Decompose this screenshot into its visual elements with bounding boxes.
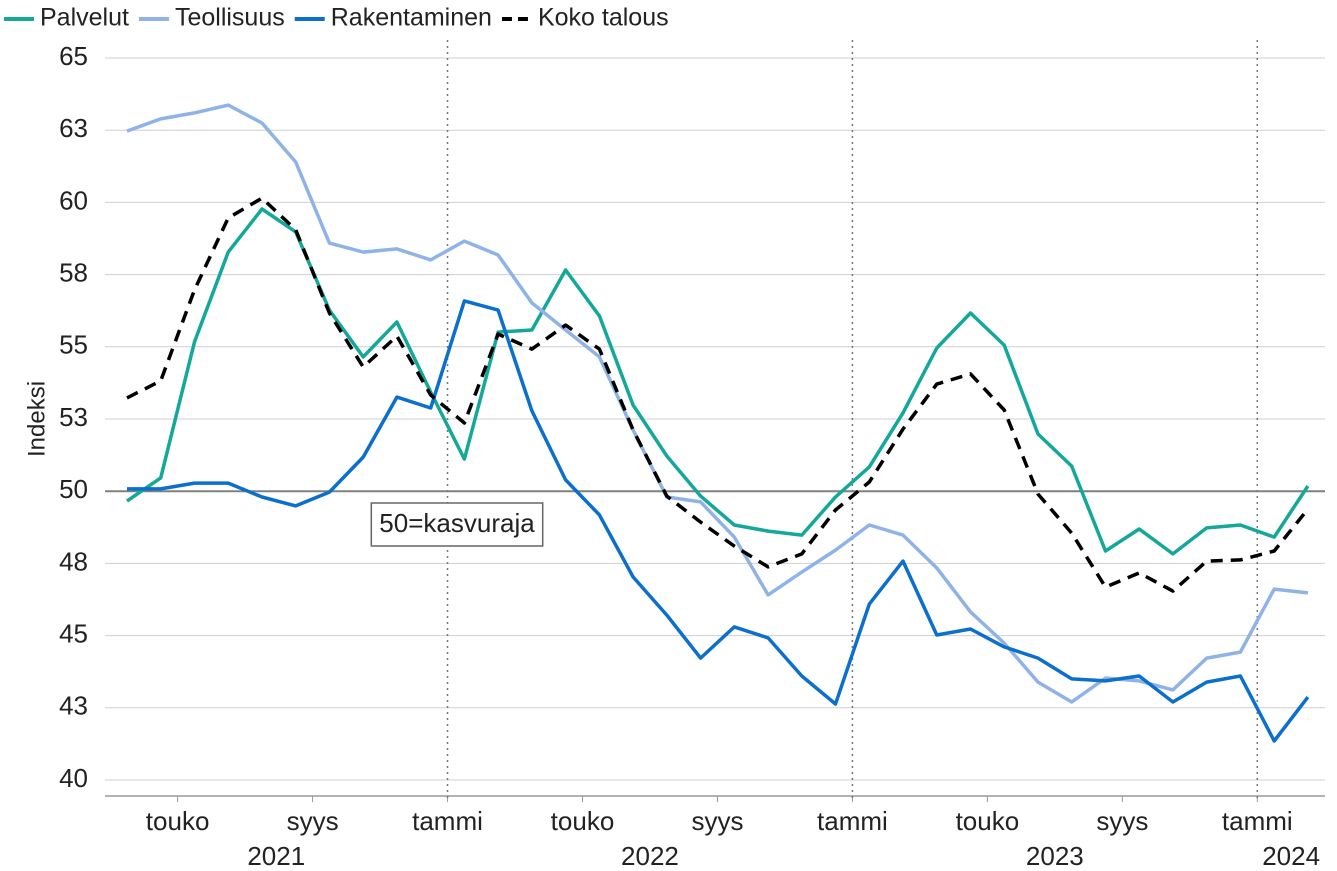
x-tick-label: touko [146,806,210,836]
x-tick-label: tammi [817,806,888,836]
x-tick-label: syys [691,806,743,836]
x-tick-label: tammi [412,806,483,836]
legend-label: Palvelut [40,4,129,32]
legend-label: Teollisuus [175,4,285,32]
y-tick-label: 50 [59,474,88,504]
series-line [126,196,1310,593]
x-tick-label: syys [287,806,339,836]
series-line [127,299,1310,743]
y-tick-label: 58 [59,257,88,287]
annotation-box [370,502,544,547]
y-tick-label: 63 [59,113,88,143]
x-tick-label: tammi [1222,806,1293,836]
x-tick-label: touko [551,806,615,836]
y-tick-label: 45 [59,618,88,648]
y-tick-label: 43 [59,691,88,721]
series-line [126,103,1309,704]
y-tick-label: 53 [59,402,88,432]
y-axis-label: Indeksi [23,381,50,457]
y-tick-label: 55 [59,330,88,360]
y-tick-label: 60 [59,185,88,215]
annotation-text: 50=kasvuraja [379,508,535,538]
year-label: 2024 [1262,841,1320,871]
y-tick-label: 48 [59,546,88,576]
x-tick-label: syys [1096,806,1148,836]
year-label: 2023 [1026,841,1084,871]
annotation: 50=kasvuraja [370,502,544,547]
series-line [126,207,1310,556]
y-tick-label: 40 [59,763,88,793]
year-label: 2021 [247,841,305,871]
x-tick-label: touko [956,806,1020,836]
year-label: 2022 [621,841,679,871]
legend-label: Rakentaminen [331,4,492,32]
y-tick-label: 65 [59,41,88,71]
legend-label: Koko talous [538,4,669,32]
